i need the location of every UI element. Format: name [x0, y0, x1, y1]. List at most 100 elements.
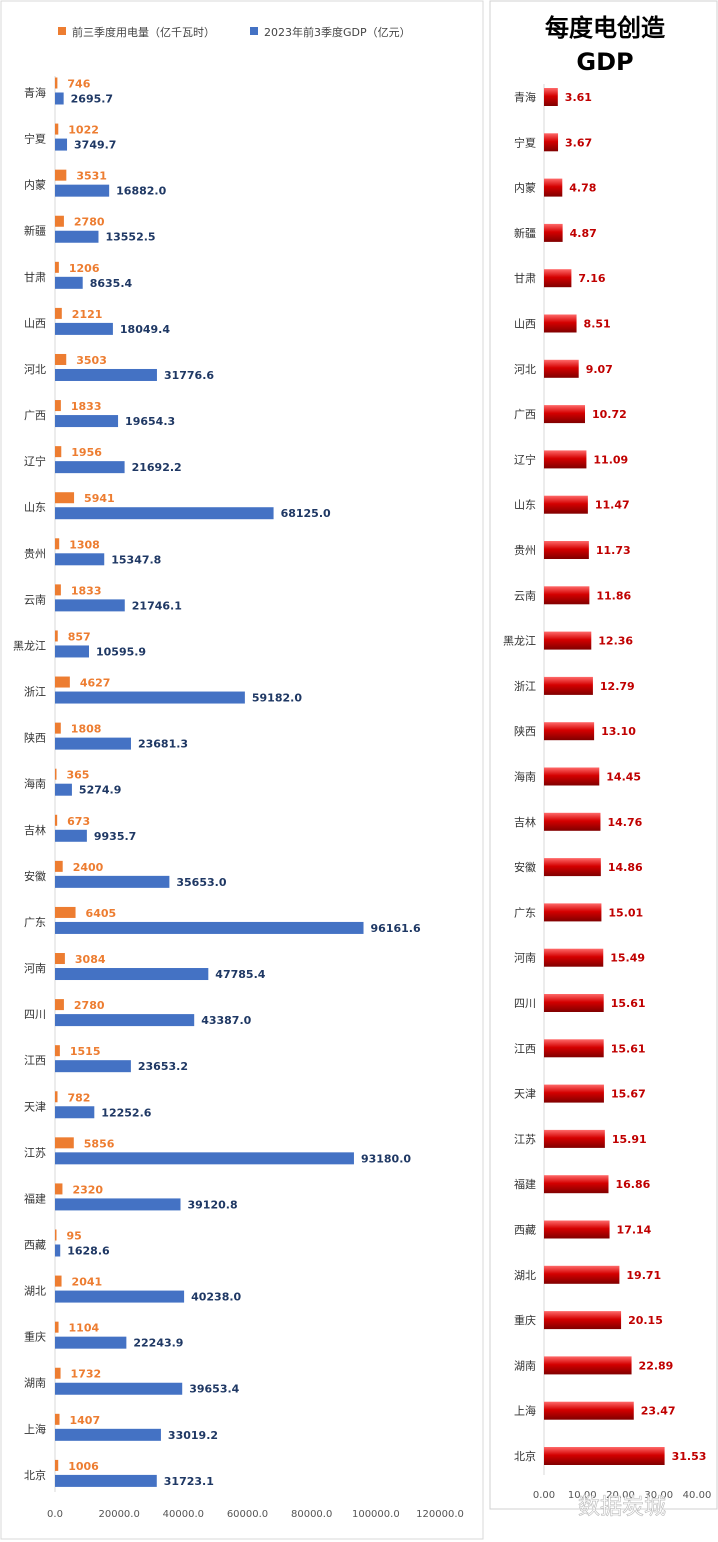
gdp-per-kwh-value-label: 11.86 — [596, 589, 631, 602]
gdp-value-label: 21692.2 — [132, 461, 182, 474]
right-category-label: 贵州 — [514, 544, 536, 557]
gdp-per-kwh-value-label: 13.10 — [601, 725, 636, 738]
electricity-bar — [55, 906, 76, 918]
electricity-bar — [55, 1091, 58, 1103]
gdp-bar — [55, 1336, 127, 1349]
left-category-label: 青海 — [24, 86, 46, 100]
electricity-value-label: 3503 — [76, 354, 107, 367]
gdp-value-label: 23681.3 — [138, 738, 188, 751]
gdp-value-label: 39120.8 — [188, 1198, 238, 1211]
electricity-value-label: 4627 — [80, 677, 111, 690]
electricity-bar — [55, 722, 61, 734]
electricity-value-label: 2780 — [74, 216, 105, 229]
electricity-bar — [55, 215, 64, 227]
electricity-value-label: 3531 — [76, 170, 107, 183]
left-category-label: 天津 — [24, 1100, 46, 1113]
electricity-value-label: 1206 — [69, 262, 100, 275]
gdp-value-label: 22243.9 — [133, 1337, 183, 1350]
electricity-bar — [55, 400, 61, 412]
electricity-value-label: 1515 — [70, 1045, 101, 1058]
gdp-bar — [55, 1106, 95, 1119]
gdp-bar — [55, 1290, 185, 1303]
right-category-label: 北京 — [514, 1449, 536, 1463]
gdp-per-kwh-bar — [544, 903, 602, 922]
gdp-bar — [55, 783, 72, 796]
left-category-label: 山西 — [24, 317, 46, 330]
gdp-bar — [55, 507, 274, 520]
gdp-bar — [55, 276, 83, 289]
gdp-per-kwh-value-label: 15.49 — [610, 952, 645, 965]
gdp-per-kwh-value-label: 19.71 — [626, 1269, 661, 1282]
left-category-label: 浙江 — [24, 686, 46, 699]
gdp-value-label: 21746.1 — [132, 599, 182, 612]
electricity-bar — [55, 676, 70, 688]
gdp-value-label: 40238.0 — [191, 1291, 241, 1304]
gdp-per-kwh-bar — [544, 495, 588, 514]
gdp-per-kwh-bar — [544, 812, 601, 831]
electricity-bar — [55, 1183, 63, 1195]
gdp-bar — [55, 1060, 131, 1073]
right-category-label: 甘肃 — [514, 272, 536, 285]
gdp-value-label: 15347.8 — [111, 553, 161, 566]
gdp-value-label: 3749.7 — [74, 139, 116, 152]
legend: 前三季度用电量（亿千瓦时） 2023年前3季度GDP（亿元） — [58, 25, 411, 39]
right-category-label: 内蒙 — [514, 181, 536, 195]
gdp-bar — [55, 553, 105, 566]
gdp-per-kwh-value-label: 20.15 — [628, 1314, 663, 1327]
left-category-label: 云南 — [24, 593, 46, 606]
electricity-bar — [55, 1137, 74, 1149]
left-category-label: 北京 — [24, 1468, 46, 1482]
gdp-value-label: 68125.0 — [281, 507, 331, 520]
right-chart-bars: 青海 3.61 宁夏 3.67 内蒙 4.78 新疆 4.87 甘肃 7.16 山西 8.51 河北 9.… — [503, 88, 706, 1465]
left-category-label: 广东 — [24, 916, 46, 929]
gdp-per-kwh-bar — [544, 314, 577, 333]
gdp-bar — [55, 461, 125, 474]
left-category-label: 西藏 — [24, 1239, 46, 1252]
right-x-tick-label: 10.00 — [568, 1490, 597, 1501]
gdp-per-kwh-bar — [544, 88, 558, 106]
right-category-label: 江西 — [514, 1042, 536, 1055]
left-x-tick-label: 0.0 — [47, 1509, 63, 1520]
electricity-bar — [55, 353, 67, 365]
electricity-value-label: 95 — [67, 1230, 82, 1243]
left-chart-bars: 青海 746 2695.7 宁夏 1022 3749.7 内蒙 3531 16882.0 新疆 27… — [13, 77, 421, 1488]
right-category-label: 福建 — [514, 1177, 536, 1191]
electricity-bar — [55, 492, 75, 504]
gdp-per-kwh-bar — [544, 948, 604, 967]
gdp-per-kwh-bar — [544, 269, 572, 288]
gdp-bar — [55, 1152, 354, 1165]
gdp-value-label: 12252.6 — [101, 1106, 151, 1119]
electricity-value-label: 782 — [68, 1091, 91, 1104]
gdp-per-kwh-value-label: 7.16 — [578, 272, 605, 285]
electricity-bar — [55, 77, 58, 89]
right-category-label: 青海 — [514, 90, 536, 104]
right-category-label: 广东 — [514, 906, 536, 919]
electricity-value-label: 1833 — [71, 584, 102, 597]
gdp-per-kwh-bar — [544, 994, 604, 1012]
right-category-label: 江苏 — [514, 1133, 536, 1146]
left-category-label: 宁夏 — [24, 132, 46, 146]
electricity-value-label: 673 — [67, 815, 90, 828]
gdp-per-kwh-bar — [544, 1129, 605, 1148]
gdp-value-label: 23653.2 — [138, 1060, 188, 1073]
electricity-value-label: 2400 — [73, 861, 104, 874]
electricity-bar — [55, 1413, 60, 1425]
gdp-per-kwh-bar — [544, 631, 592, 650]
gdp-value-label: 1628.6 — [67, 1245, 110, 1258]
electricity-value-label: 1407 — [70, 1414, 101, 1427]
electricity-bar — [55, 953, 65, 965]
left-x-tick-label: 100000.0 — [352, 1509, 400, 1520]
gdp-per-kwh-bar — [544, 586, 590, 605]
right-x-tick-label: 30.00 — [644, 1490, 673, 1501]
right-category-label: 西藏 — [514, 1224, 536, 1237]
gdp-bar — [55, 368, 157, 381]
electricity-value-label: 3084 — [75, 953, 106, 966]
right-chart-panel — [489, 0, 718, 1510]
gdp-per-kwh-value-label: 3.67 — [565, 136, 592, 149]
gdp-per-kwh-value-label: 31.53 — [672, 1450, 707, 1463]
gdp-value-label: 10595.9 — [96, 645, 146, 658]
electricity-bar — [55, 1045, 60, 1057]
gdp-value-label: 31723.1 — [164, 1475, 214, 1488]
gdp-per-kwh-value-label: 14.45 — [606, 771, 641, 784]
